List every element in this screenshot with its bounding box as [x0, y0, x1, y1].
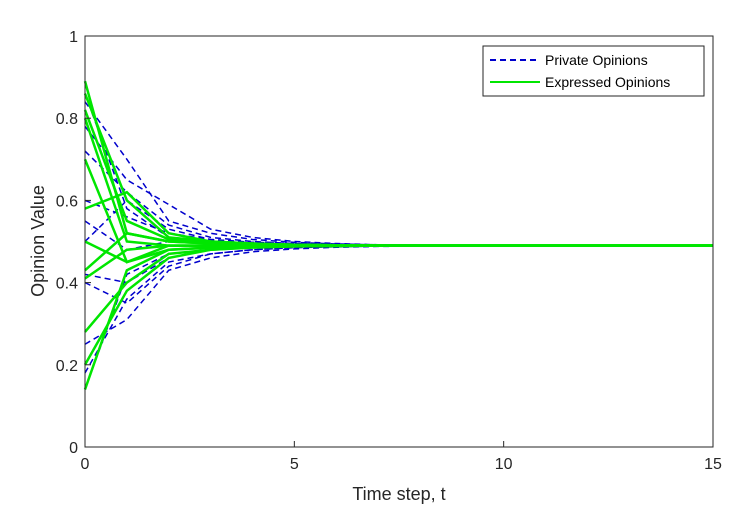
- x-tick-label: 10: [495, 456, 513, 473]
- y-tick-label: 0.6: [56, 193, 78, 210]
- expressed-opinion-line-4: [83, 117, 713, 247]
- expressed-opinion-line-1: [83, 80, 713, 247]
- y-tick-label: 0.2: [56, 358, 78, 375]
- y-tick-label: 0.8: [56, 111, 78, 128]
- x-tick-label: 0: [81, 456, 90, 473]
- legend-label-expressed: Expressed Opinions: [545, 74, 670, 90]
- axis-ticks: 0 5 10 15 0 0.2 0.4 0.6 0.8 1: [56, 29, 722, 473]
- legend-box: [482, 45, 705, 97]
- x-tick-label: 15: [704, 456, 722, 473]
- private-opinion-line-7: [84, 244, 713, 305]
- x-tick-label: 5: [290, 456, 299, 473]
- legend-label-private: Private Opinions: [545, 52, 648, 68]
- expressed-opinion-line-2: [83, 93, 713, 247]
- legend: Private Opinions Expressed Opinions: [482, 45, 705, 97]
- private-opinion-line-1: [84, 101, 713, 247]
- plot-lines: [83, 80, 713, 390]
- plot-frame: [84, 35, 714, 448]
- y-tick-label: 1: [69, 29, 78, 46]
- private-opinion-line-11: [84, 93, 713, 247]
- private-opinion-line-9: [84, 244, 713, 374]
- y-axis-label: Opinion Value: [28, 185, 48, 297]
- y-tick-label: 0: [69, 440, 78, 457]
- x-axis-label: Time step, t: [352, 484, 445, 504]
- expressed-opinion-line-10: [84, 244, 713, 333]
- expressed-opinion-line-9: [84, 244, 713, 280]
- private-opinion-line-6: [84, 244, 713, 284]
- expressed-opinion-line-12: [83, 244, 713, 390]
- expressed-opinion-line-3: [83, 109, 713, 247]
- y-tick-label: 0.4: [56, 276, 78, 293]
